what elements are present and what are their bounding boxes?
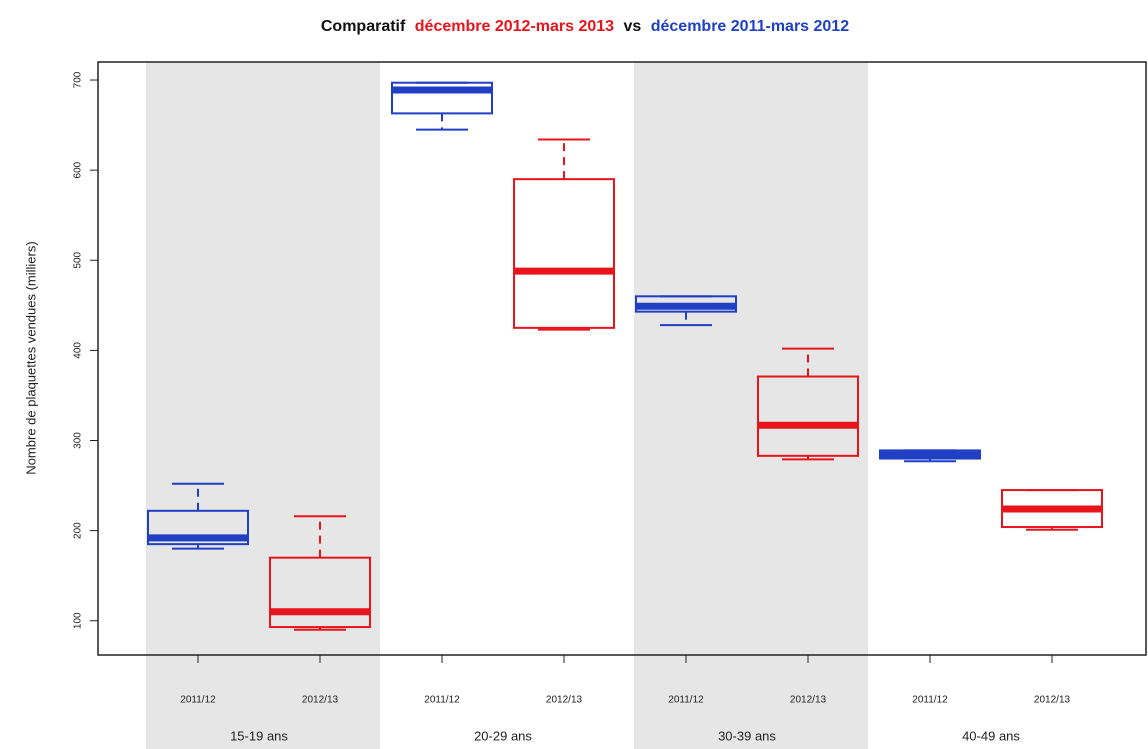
group-shade	[634, 62, 868, 749]
y-tick-label: 600	[73, 161, 84, 178]
y-tick-label: 400	[73, 342, 84, 359]
y-tick-label: 100	[73, 612, 84, 629]
y-tick-label: 200	[73, 522, 84, 539]
x-tick-label: 2012/13	[790, 695, 827, 706]
group-shade	[146, 62, 380, 749]
title-part: Comparatif	[321, 18, 406, 35]
x-tick-label: 2012/13	[1034, 695, 1071, 706]
box	[757, 375, 859, 457]
plot-frame	[97, 61, 1147, 656]
group-label: 20-29 ans	[474, 728, 532, 743]
x-tick-label: 2012/13	[302, 695, 339, 706]
group-label: 30-39 ans	[718, 728, 776, 743]
y-axis-label: Nombre de plaquettes vendues (milliers)	[23, 241, 38, 474]
x-tick-label: 2011/12	[424, 695, 460, 706]
title-part: décembre 2011-mars 2012	[651, 18, 849, 35]
group-label: 40-49 ans	[962, 728, 1020, 743]
title-part: décembre 2012-mars 2013	[415, 18, 614, 35]
title-part: vs	[623, 18, 641, 35]
box	[269, 556, 371, 629]
y-tick-label: 500	[73, 251, 84, 268]
y-tick-label: 700	[73, 71, 84, 88]
x-tick-label: 2011/12	[180, 695, 216, 706]
y-tick-label: 300	[73, 432, 84, 449]
chart-title: Comparatif décembre 2012-mars 2013 vs dé…	[321, 18, 849, 35]
box	[147, 509, 249, 546]
group-label: 15-19 ans	[230, 728, 288, 743]
x-tick-label: 2012/13	[546, 695, 583, 706]
x-tick-label: 2011/12	[668, 695, 704, 706]
box	[391, 81, 493, 115]
x-tick-label: 2011/12	[912, 695, 948, 706]
box	[513, 178, 615, 329]
